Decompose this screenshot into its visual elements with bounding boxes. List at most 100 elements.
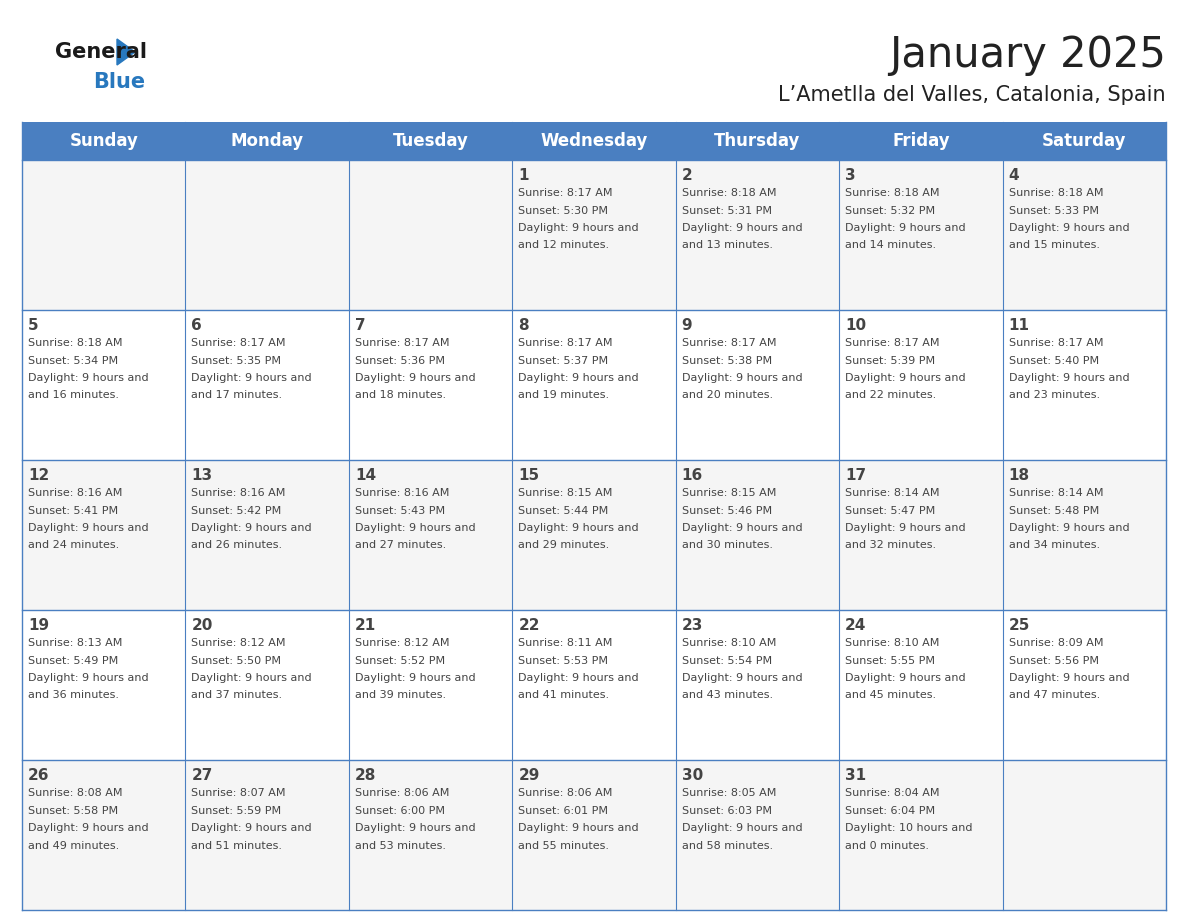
- Text: 22: 22: [518, 618, 539, 633]
- Text: Blue: Blue: [93, 72, 145, 92]
- Text: Daylight: 9 hours and: Daylight: 9 hours and: [191, 523, 312, 533]
- Text: L’Ametlla del Valles, Catalonia, Spain: L’Ametlla del Valles, Catalonia, Spain: [778, 85, 1165, 105]
- Text: Daylight: 9 hours and: Daylight: 9 hours and: [355, 673, 475, 683]
- Text: Sunset: 5:54 PM: Sunset: 5:54 PM: [682, 655, 772, 666]
- Text: and 55 minutes.: and 55 minutes.: [518, 841, 609, 850]
- Text: Sunset: 5:47 PM: Sunset: 5:47 PM: [845, 506, 935, 516]
- Text: Daylight: 9 hours and: Daylight: 9 hours and: [518, 673, 639, 683]
- Text: Daylight: 9 hours and: Daylight: 9 hours and: [29, 673, 148, 683]
- Text: Sunset: 5:30 PM: Sunset: 5:30 PM: [518, 206, 608, 216]
- Text: and 13 minutes.: and 13 minutes.: [682, 241, 772, 251]
- Text: 3: 3: [845, 168, 855, 183]
- Text: Sunset: 5:32 PM: Sunset: 5:32 PM: [845, 206, 935, 216]
- Text: Daylight: 9 hours and: Daylight: 9 hours and: [518, 373, 639, 383]
- Text: Daylight: 9 hours and: Daylight: 9 hours and: [682, 223, 802, 233]
- Text: Sunrise: 8:10 AM: Sunrise: 8:10 AM: [845, 638, 940, 648]
- Bar: [23, 760, 1165, 910]
- Text: Sunset: 6:03 PM: Sunset: 6:03 PM: [682, 805, 772, 815]
- Text: 28: 28: [355, 768, 377, 783]
- Text: Sunrise: 8:16 AM: Sunrise: 8:16 AM: [29, 488, 122, 498]
- Text: and 39 minutes.: and 39 minutes.: [355, 690, 446, 700]
- Text: 20: 20: [191, 618, 213, 633]
- Text: Daylight: 9 hours and: Daylight: 9 hours and: [1009, 223, 1130, 233]
- Text: Daylight: 9 hours and: Daylight: 9 hours and: [845, 223, 966, 233]
- Text: and 16 minutes.: and 16 minutes.: [29, 390, 119, 400]
- Bar: [23, 122, 1165, 160]
- Text: Sunset: 5:31 PM: Sunset: 5:31 PM: [682, 206, 772, 216]
- Text: and 27 minutes.: and 27 minutes.: [355, 541, 447, 551]
- Text: Daylight: 9 hours and: Daylight: 9 hours and: [845, 673, 966, 683]
- Bar: [23, 460, 1165, 610]
- Text: 17: 17: [845, 468, 866, 483]
- Text: Daylight: 10 hours and: Daylight: 10 hours and: [845, 823, 973, 833]
- Text: and 29 minutes.: and 29 minutes.: [518, 541, 609, 551]
- Text: Sunrise: 8:16 AM: Sunrise: 8:16 AM: [355, 488, 449, 498]
- Text: and 47 minutes.: and 47 minutes.: [1009, 690, 1100, 700]
- Text: and 17 minutes.: and 17 minutes.: [191, 390, 283, 400]
- Text: Sunday: Sunday: [69, 132, 138, 150]
- Text: Sunset: 5:40 PM: Sunset: 5:40 PM: [1009, 355, 1099, 365]
- Text: and 22 minutes.: and 22 minutes.: [845, 390, 936, 400]
- Text: Daylight: 9 hours and: Daylight: 9 hours and: [1009, 523, 1130, 533]
- Bar: [23, 310, 1165, 460]
- Text: Sunset: 5:53 PM: Sunset: 5:53 PM: [518, 655, 608, 666]
- Text: Sunrise: 8:04 AM: Sunrise: 8:04 AM: [845, 788, 940, 798]
- Text: and 51 minutes.: and 51 minutes.: [191, 841, 283, 850]
- Text: and 30 minutes.: and 30 minutes.: [682, 541, 772, 551]
- Text: Sunrise: 8:16 AM: Sunrise: 8:16 AM: [191, 488, 286, 498]
- Text: and 19 minutes.: and 19 minutes.: [518, 390, 609, 400]
- Text: Sunrise: 8:14 AM: Sunrise: 8:14 AM: [845, 488, 940, 498]
- Text: Daylight: 9 hours and: Daylight: 9 hours and: [191, 373, 312, 383]
- Text: and 41 minutes.: and 41 minutes.: [518, 690, 609, 700]
- Text: 18: 18: [1009, 468, 1030, 483]
- Text: Daylight: 9 hours and: Daylight: 9 hours and: [1009, 673, 1130, 683]
- Text: Sunrise: 8:18 AM: Sunrise: 8:18 AM: [845, 188, 940, 198]
- Text: Daylight: 9 hours and: Daylight: 9 hours and: [29, 373, 148, 383]
- Text: Sunset: 5:46 PM: Sunset: 5:46 PM: [682, 506, 772, 516]
- Text: General: General: [55, 42, 147, 62]
- Text: Sunset: 5:34 PM: Sunset: 5:34 PM: [29, 355, 118, 365]
- Text: Daylight: 9 hours and: Daylight: 9 hours and: [845, 373, 966, 383]
- Text: 31: 31: [845, 768, 866, 783]
- Text: and 36 minutes.: and 36 minutes.: [29, 690, 119, 700]
- Text: 15: 15: [518, 468, 539, 483]
- Bar: [23, 160, 1165, 310]
- Text: 19: 19: [29, 618, 49, 633]
- Text: 11: 11: [1009, 318, 1030, 333]
- Text: Sunset: 6:00 PM: Sunset: 6:00 PM: [355, 805, 444, 815]
- Text: and 34 minutes.: and 34 minutes.: [1009, 541, 1100, 551]
- Text: 7: 7: [355, 318, 366, 333]
- Text: Daylight: 9 hours and: Daylight: 9 hours and: [518, 523, 639, 533]
- Text: Sunrise: 8:17 AM: Sunrise: 8:17 AM: [518, 188, 613, 198]
- Text: Daylight: 9 hours and: Daylight: 9 hours and: [355, 373, 475, 383]
- Text: Sunset: 5:59 PM: Sunset: 5:59 PM: [191, 805, 282, 815]
- Text: and 32 minutes.: and 32 minutes.: [845, 541, 936, 551]
- Text: Sunrise: 8:15 AM: Sunrise: 8:15 AM: [682, 488, 776, 498]
- Text: Sunrise: 8:18 AM: Sunrise: 8:18 AM: [1009, 188, 1104, 198]
- Text: Daylight: 9 hours and: Daylight: 9 hours and: [518, 223, 639, 233]
- Text: Sunset: 5:38 PM: Sunset: 5:38 PM: [682, 355, 772, 365]
- Text: Sunrise: 8:17 AM: Sunrise: 8:17 AM: [1009, 338, 1104, 348]
- Text: Thursday: Thursday: [714, 132, 801, 150]
- Text: Sunset: 5:43 PM: Sunset: 5:43 PM: [355, 506, 446, 516]
- Text: Daylight: 9 hours and: Daylight: 9 hours and: [29, 523, 148, 533]
- Text: and 20 minutes.: and 20 minutes.: [682, 390, 773, 400]
- Text: Sunrise: 8:14 AM: Sunrise: 8:14 AM: [1009, 488, 1104, 498]
- Text: Sunset: 5:37 PM: Sunset: 5:37 PM: [518, 355, 608, 365]
- Text: Sunrise: 8:17 AM: Sunrise: 8:17 AM: [845, 338, 940, 348]
- Text: Sunset: 5:36 PM: Sunset: 5:36 PM: [355, 355, 444, 365]
- Polygon shape: [116, 39, 135, 65]
- Text: Sunrise: 8:17 AM: Sunrise: 8:17 AM: [355, 338, 449, 348]
- Text: 21: 21: [355, 618, 377, 633]
- Text: Daylight: 9 hours and: Daylight: 9 hours and: [682, 523, 802, 533]
- Text: 24: 24: [845, 618, 866, 633]
- Text: 29: 29: [518, 768, 539, 783]
- Text: 2: 2: [682, 168, 693, 183]
- Text: Sunset: 5:41 PM: Sunset: 5:41 PM: [29, 506, 118, 516]
- Text: and 12 minutes.: and 12 minutes.: [518, 241, 609, 251]
- Text: Daylight: 9 hours and: Daylight: 9 hours and: [29, 823, 148, 833]
- Text: 5: 5: [29, 318, 39, 333]
- Text: Sunset: 5:56 PM: Sunset: 5:56 PM: [1009, 655, 1099, 666]
- Text: and 37 minutes.: and 37 minutes.: [191, 690, 283, 700]
- Text: Daylight: 9 hours and: Daylight: 9 hours and: [682, 673, 802, 683]
